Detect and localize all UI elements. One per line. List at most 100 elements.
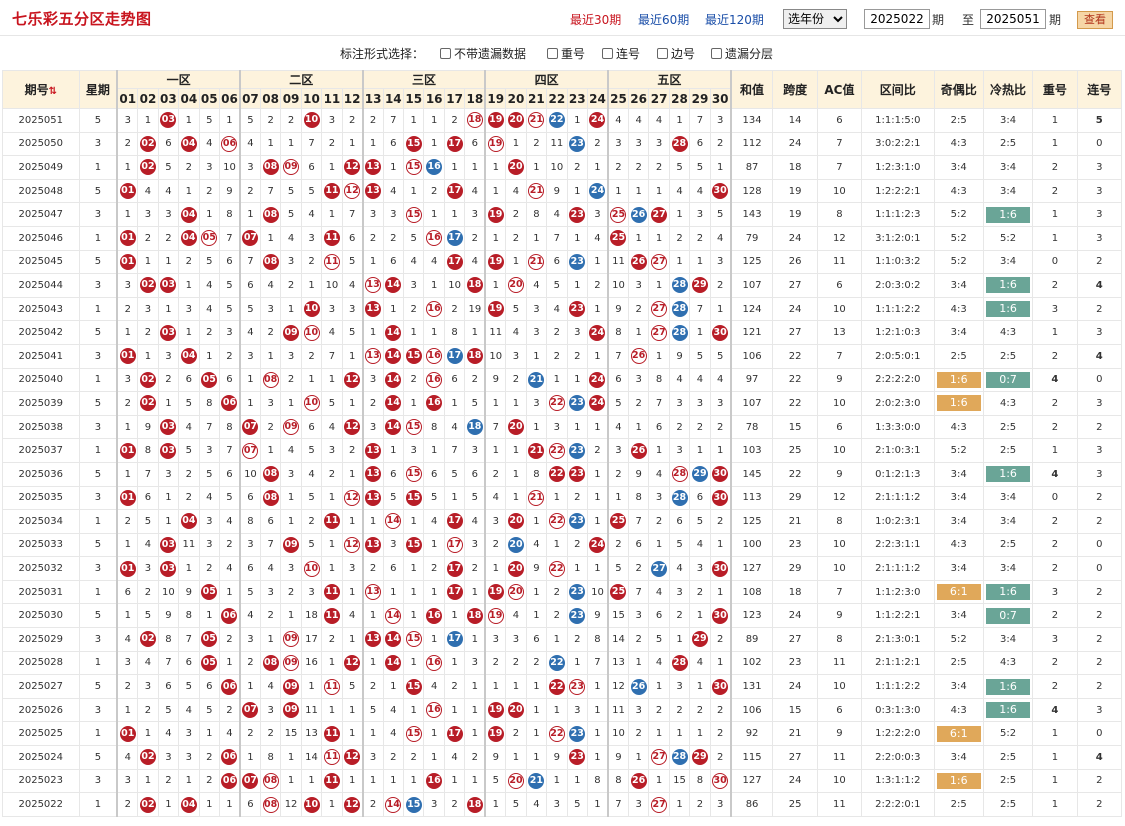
number-cell-hit: 08	[259, 249, 282, 275]
week-cell: 3	[78, 627, 118, 652]
number-cell-miss: 1	[403, 320, 425, 345]
number-cell-hit: 09	[280, 697, 302, 723]
number-cell-miss: 2	[648, 697, 670, 723]
checkbox[interactable]	[547, 48, 558, 59]
number-cell-miss: 1	[709, 532, 732, 558]
stat-span-cell: 24	[772, 131, 818, 157]
number-cell-hit: 30	[709, 485, 732, 511]
number-cell-miss: 7	[218, 438, 241, 463]
stat-ac-cell: 12	[816, 485, 863, 511]
number-cell-hit: 19	[484, 296, 507, 322]
stat-ac-cell: 10	[816, 768, 863, 794]
number-cell-miss: 3	[157, 745, 180, 770]
number-cell-miss: 8	[586, 627, 609, 652]
number-cell-miss: 7	[546, 225, 568, 251]
number-cell-miss: 2	[238, 721, 261, 747]
stat-span-cell: 25	[772, 438, 818, 463]
sort-arrows-icon[interactable]: ⇅	[48, 86, 57, 97]
checkbox[interactable]	[711, 48, 722, 59]
number-cell-hit: 14	[382, 320, 405, 345]
number-cell-miss: 5	[689, 155, 711, 180]
week-cell: 3	[78, 273, 118, 298]
number-cell-miss: 1	[403, 509, 425, 534]
link-recent-30[interactable]: 最近30期	[570, 13, 622, 27]
week-cell: 1	[78, 438, 118, 463]
stat-oddeven-cell: 2:5	[933, 108, 984, 133]
number-cell-hit: 23	[566, 296, 589, 322]
number-cell-miss: 4	[198, 296, 220, 322]
issue-from-input[interactable]	[864, 9, 930, 29]
checkbox[interactable]	[657, 48, 668, 59]
ball-number: 23	[569, 584, 586, 601]
number-cell-miss: 1	[484, 674, 507, 699]
option-repeat[interactable]: 重号	[547, 45, 585, 62]
option-miss-layer[interactable]: 遗漏分层	[711, 45, 773, 62]
number-cell-hit: 16	[423, 367, 445, 393]
number-cell-miss: 1	[116, 603, 139, 629]
number-cell-miss: 1	[586, 674, 609, 699]
zone-header: 二区	[238, 70, 364, 89]
number-cell-hit: 18	[464, 603, 486, 629]
ball-number: 03	[160, 324, 177, 341]
table-row: 2025043 1 2 3 1 3 4 5 5 3 1 10 3 3 13 1 2 16 2 19 19 5 3 4 23 1 9 2…	[2, 296, 1123, 322]
stat-span-cell: 21	[772, 509, 818, 534]
checkbox[interactable]	[440, 48, 451, 59]
table-row: 2025050 3 2 02 6 04 4 06 4 1 1 7 2 1 1 6 15 1 17 6 19 1 2 11 23 2…	[2, 131, 1123, 157]
number-cell-miss: 3	[116, 108, 139, 133]
number-cell-miss: 2	[116, 391, 139, 416]
issue-to-input[interactable]	[980, 9, 1046, 29]
stat-oddeven-cell: 3:4	[933, 273, 984, 298]
view-button[interactable]: 查看	[1077, 11, 1113, 29]
number-cell-miss: 1	[423, 202, 445, 227]
number-cell-miss: 2	[606, 532, 629, 558]
ball-number: 29	[691, 631, 708, 648]
stat-ac-cell: 10	[816, 532, 863, 558]
ball-number: 02	[139, 395, 156, 412]
stat-hotcold-cell: 0:7	[982, 603, 1034, 629]
number-cell-miss: 5	[709, 202, 732, 227]
number-cell-miss: 1	[443, 768, 466, 794]
stat-col-header: 区间比	[861, 70, 935, 109]
number-cell-miss: 3	[382, 532, 405, 558]
stat-span-cell: 23	[772, 650, 818, 676]
ball-number: 27	[651, 324, 668, 341]
number-cell-miss: 3	[116, 768, 139, 794]
option-edge[interactable]: 边号	[657, 45, 695, 62]
option-no-miss[interactable]: 不带遗漏数据	[440, 45, 526, 62]
link-recent-60[interactable]: 最近60期	[638, 13, 690, 27]
stat-hotcold-cell: 3:4	[982, 509, 1034, 534]
ball-number: 11	[323, 584, 340, 601]
number-cell-hit: 10	[300, 391, 323, 416]
number-cell-miss: 3	[218, 320, 241, 345]
year-select[interactable]: 选年份	[783, 9, 847, 29]
number-cell-miss: 6	[341, 225, 364, 251]
number-cell-miss: 1	[525, 155, 548, 180]
week-cell: 5	[78, 320, 118, 345]
stat-ac-cell: 7	[816, 343, 863, 369]
number-cell-miss: 1	[566, 414, 589, 440]
stat-zone-cell: 1:1:1:5:0	[861, 108, 935, 133]
number-cell-miss: 4	[525, 792, 548, 817]
issue-cell: 2025040	[2, 367, 80, 393]
number-cell-miss: 5	[178, 391, 200, 416]
checkbox[interactable]	[602, 48, 613, 59]
ball-number: 04	[180, 135, 197, 152]
stat-sum-cell: 106	[729, 343, 774, 369]
option-consecutive[interactable]: 连号	[602, 45, 640, 62]
issue-cell: 2025039	[2, 391, 80, 416]
number-cell-miss: 2	[546, 603, 568, 629]
table-row: 2025032 3 01 3 03 1 2 4 6 4 3 10 1 3 2 6 1 2 17 2 1 20 9 22 1 1 5 2…	[2, 556, 1123, 581]
number-cell-hit: 13	[361, 438, 384, 463]
number-cell-miss: 4	[341, 603, 364, 629]
number-cell-miss: 4	[443, 745, 466, 770]
oddeven-tag: 6:1	[936, 725, 981, 742]
stat-consec-cell: 3	[1076, 178, 1123, 204]
stat-ac-cell: 9	[816, 603, 863, 629]
number-cell-miss: 10	[606, 273, 629, 298]
number-cell-hit: 15	[403, 131, 425, 157]
col-issue-header[interactable]: 期号⇅	[2, 70, 80, 109]
number-cell-miss: 9	[218, 178, 241, 204]
link-recent-120[interactable]: 最近120期	[705, 13, 764, 27]
stat-zone-cell: 1:1:1:2:2	[861, 296, 935, 322]
number-cell-hit: 20	[505, 532, 527, 558]
